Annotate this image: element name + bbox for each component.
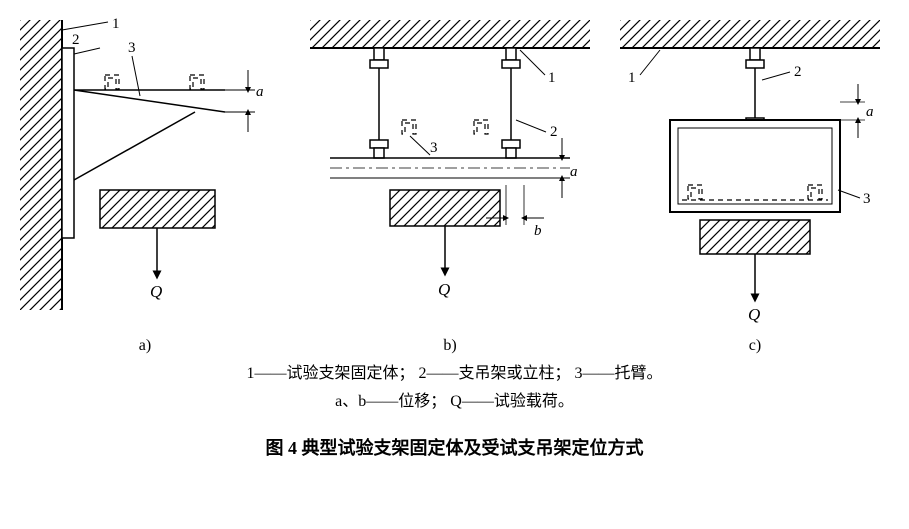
label-a: a [256, 84, 264, 100]
legend-line-1: 1——试验支架固定体； 2——支吊架或立柱； 3——托臂。 [0, 360, 909, 388]
load-block-a [100, 190, 215, 228]
bracket-plate [62, 48, 74, 238]
legend-4: a、b——位移； [335, 393, 446, 410]
label-1: 1 [112, 16, 120, 32]
ceiling-hatch-c [620, 20, 880, 48]
legend-line-2: a、b——位移； Q——试验载荷。 [0, 388, 909, 416]
sub-label-a: a) [139, 337, 151, 354]
label-1b: 1 [548, 70, 556, 86]
brace [74, 112, 195, 180]
leader-3c [838, 190, 860, 198]
label-2: 2 [72, 32, 80, 48]
label-a-c: a [866, 104, 874, 120]
label-Q-c: Q [748, 305, 760, 324]
legend-5: Q——试验载荷。 [450, 393, 574, 410]
figure-caption: 图 4 典型试验支架固定体及受试支吊架定位方式 [0, 434, 909, 462]
leader-2c [762, 72, 790, 80]
label-2c: 2 [794, 64, 802, 80]
label-1c: 1 [628, 70, 636, 86]
leader-1c [640, 50, 660, 75]
leader-2b [516, 120, 546, 132]
legend-3: 3——托臂。 [575, 365, 663, 382]
leader-3b [410, 136, 430, 155]
ceiling-hatch-b [310, 20, 590, 48]
wall-hatch [20, 20, 62, 310]
legend-2: 2——支吊架或立柱； [418, 365, 570, 382]
arm-dashed [105, 75, 204, 89]
arm-deflected [74, 90, 225, 112]
hangers-b [370, 48, 520, 158]
label-3b: 3 [430, 140, 438, 156]
load-block-c [700, 220, 810, 254]
subfigure-a: 1 2 3 a Q [20, 16, 264, 310]
diagram-page: 1 2 3 a Q [0, 0, 909, 529]
label-3: 3 [128, 40, 136, 56]
sub-label-b: b) [443, 337, 456, 354]
leader-1b [520, 50, 545, 75]
leader-2 [74, 48, 100, 54]
label-a-b: a [570, 164, 578, 180]
label-3c: 3 [863, 191, 871, 207]
subfigure-b: 1 2 3 [310, 20, 590, 299]
label-b-b: b [534, 223, 542, 239]
legend-1: 1——试验支架固定体； [246, 365, 414, 382]
subfigure-c: 1 2 a 3 Q [620, 20, 880, 324]
load-block-b [390, 190, 500, 226]
label-Q-a: Q [150, 282, 162, 301]
leader-1 [62, 22, 108, 30]
sub-label-c: c) [749, 337, 761, 354]
label-Q-b: Q [438, 280, 450, 299]
arm-dashed-b [402, 120, 488, 134]
box-outer-c [670, 120, 840, 212]
figure-svg: 1 2 3 a Q [0, 0, 909, 360]
label-2b: 2 [550, 124, 558, 140]
